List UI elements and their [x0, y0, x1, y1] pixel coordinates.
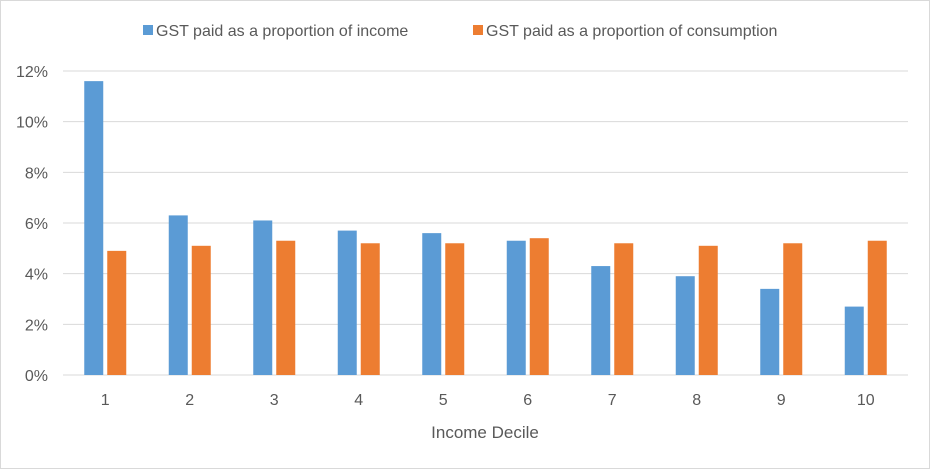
legend-swatch — [473, 25, 483, 35]
bar-income-decile-1 — [84, 81, 104, 375]
bar-consumption-decile-3 — [276, 240, 296, 375]
x-axis-label: Income Decile — [431, 423, 539, 442]
legend-swatch — [143, 25, 153, 35]
x-tick-label: 7 — [608, 392, 617, 409]
bar-consumption-decile-1 — [107, 250, 127, 375]
bar-income-decile-4 — [337, 230, 357, 375]
legend-label: GST paid as a proportion of consumption — [486, 23, 777, 40]
y-tick-label: 8% — [25, 165, 48, 182]
bar-income-decile-8 — [675, 276, 695, 375]
x-tick-label: 4 — [354, 392, 363, 409]
x-tick-label: 3 — [270, 392, 279, 409]
x-tick-label: 6 — [523, 392, 532, 409]
y-tick-label: 0% — [25, 368, 48, 385]
y-tick-label: 10% — [16, 115, 48, 132]
bar-consumption-decile-9 — [783, 243, 803, 375]
x-tick-label: 8 — [692, 392, 701, 409]
bar-consumption-decile-10 — [867, 240, 887, 375]
x-tick-label: 5 — [439, 392, 448, 409]
bar-consumption-decile-4 — [360, 243, 380, 375]
x-tick-label: 9 — [777, 392, 786, 409]
bar-income-decile-10 — [844, 306, 864, 375]
bar-consumption-decile-7 — [614, 243, 634, 375]
y-tick-label: 6% — [25, 216, 48, 233]
bar-income-decile-5 — [422, 233, 442, 375]
bar-consumption-decile-8 — [698, 245, 718, 375]
bar-income-decile-9 — [760, 288, 780, 375]
bar-consumption-decile-2 — [191, 245, 211, 375]
bar-consumption-decile-5 — [445, 243, 465, 375]
bar-income-decile-7 — [591, 266, 611, 375]
bar-income-decile-3 — [253, 220, 273, 375]
x-tick-label: 10 — [857, 392, 875, 409]
y-tick-label: 12% — [16, 64, 48, 81]
y-tick-label: 4% — [25, 267, 48, 284]
y-tick-label: 2% — [25, 317, 48, 334]
bar-income-decile-6 — [506, 240, 526, 375]
bar-income-decile-2 — [168, 215, 188, 375]
x-tick-label: 2 — [185, 392, 194, 409]
x-tick-label: 1 — [101, 392, 110, 409]
bar-consumption-decile-6 — [529, 238, 549, 375]
legend-label: GST paid as a proportion of income — [156, 23, 408, 40]
